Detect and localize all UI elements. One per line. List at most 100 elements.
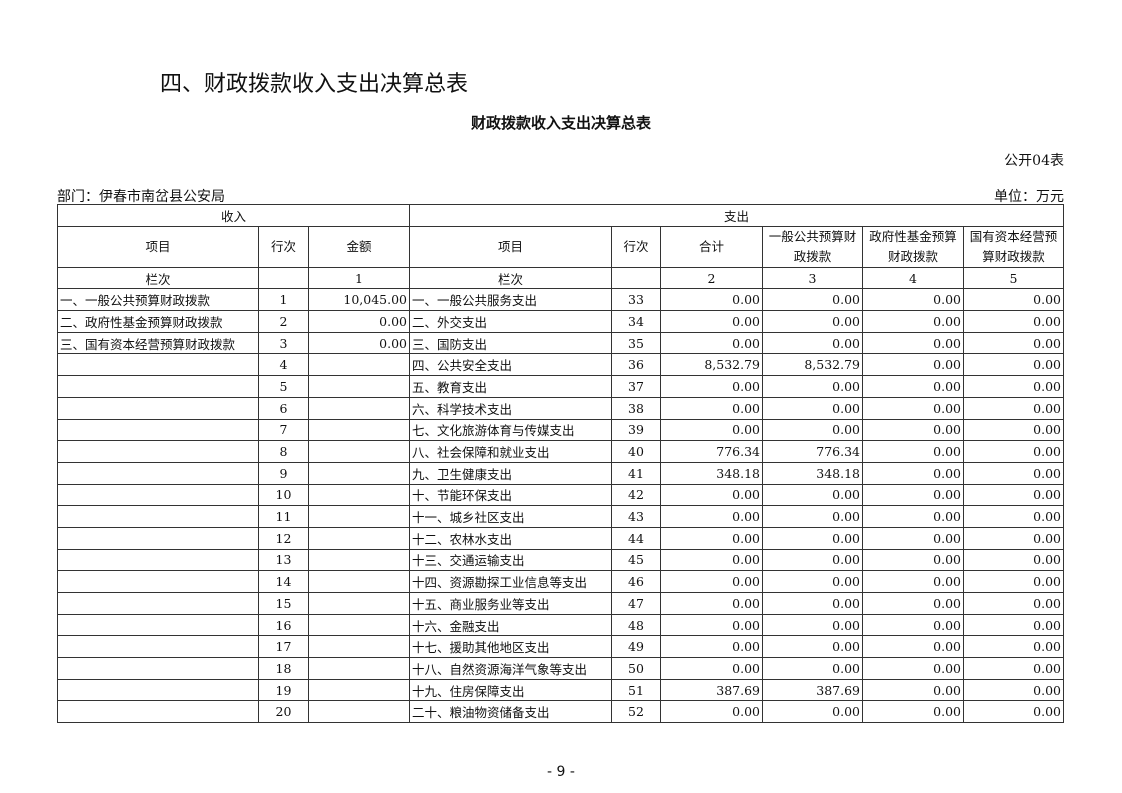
income-header: 收入 <box>57 204 410 227</box>
cell-state: 0.00 <box>963 375 1064 398</box>
cell-in-item <box>57 440 259 463</box>
cell-in-line: 11 <box>258 505 309 528</box>
cell-total: 0.00 <box>660 396 763 420</box>
cell-ex-line: 46 <box>611 570 661 593</box>
table-row: 9 九、卫生健康支出 41 348.18 348.18 0.00 0.00 <box>57 461 1064 485</box>
cell-ex-item: 十、节能环保支出 <box>409 483 612 507</box>
cell-ex-item: 十五、商业服务业等支出 <box>409 592 612 615</box>
cell-total: 0.00 <box>660 635 763 659</box>
cell-ex-line: 44 <box>611 526 661 550</box>
cell-ex-item: 二、外交支出 <box>409 310 612 333</box>
cell-in-item <box>57 396 259 420</box>
cell-ex-line: 43 <box>611 505 661 528</box>
cell-ex-item: 十九、住房保障支出 <box>409 678 612 702</box>
cell-in-item: 二、政府性基金预算财政拨款 <box>57 310 259 333</box>
index-label: 栏次 <box>57 266 259 290</box>
cell-in-item <box>57 548 259 572</box>
unit: 单位：万元 <box>994 189 1064 205</box>
cell-total: 0.00 <box>660 548 763 572</box>
cell-total: 0.00 <box>660 418 763 442</box>
cell-total: 0.00 <box>660 526 763 550</box>
cell-state: 0.00 <box>963 483 1064 507</box>
cell-fund: 0.00 <box>862 418 964 442</box>
cell-ex-line: 36 <box>611 353 661 377</box>
cell-general: 0.00 <box>762 418 863 442</box>
cell-state: 0.00 <box>963 570 1064 593</box>
cell-in-line: 18 <box>258 657 309 680</box>
cell-in-amt <box>308 418 410 442</box>
department: 部门：伊春市南岔县公安局 <box>57 189 225 205</box>
cell-total: 0.00 <box>660 331 763 355</box>
cell-state: 0.00 <box>963 657 1064 680</box>
index-amount: 1 <box>308 266 410 290</box>
cell-in-item <box>57 657 259 680</box>
cell-in-amt <box>308 353 410 377</box>
section-heading: 四、财政拨款收入支出决算总表 <box>160 72 469 97</box>
cell-fund: 0.00 <box>862 635 964 659</box>
cell-state: 0.00 <box>963 418 1064 442</box>
cell-in-line: 20 <box>258 700 309 724</box>
cell-total: 0.00 <box>660 700 763 724</box>
cell-in-amt: 0.00 <box>308 310 410 333</box>
cell-general: 0.00 <box>762 570 863 593</box>
cell-in-item <box>57 418 259 442</box>
col-item: 项目 <box>57 225 259 268</box>
cell-fund: 0.00 <box>862 678 964 702</box>
cell-general: 0.00 <box>762 592 863 615</box>
cell-in-amt <box>308 526 410 550</box>
cell-in-item <box>57 613 259 637</box>
cell-ex-line: 50 <box>611 657 661 680</box>
cell-fund: 0.00 <box>862 505 964 528</box>
cell-in-amt <box>308 461 410 485</box>
index-fund: 4 <box>862 266 964 290</box>
cell-fund: 0.00 <box>862 526 964 550</box>
cell-general: 8,532.79 <box>762 353 863 377</box>
cell-general: 387.69 <box>762 678 863 702</box>
index-state: 5 <box>963 266 1064 290</box>
cell-state: 0.00 <box>963 288 1064 312</box>
cell-total: 0.00 <box>660 375 763 398</box>
cell-total: 348.18 <box>660 461 763 485</box>
table-row: 7 七、文化旅游体育与传媒支出 39 0.00 0.00 0.00 0.00 <box>57 418 1064 442</box>
cell-ex-line: 45 <box>611 548 661 572</box>
cell-fund: 0.00 <box>862 548 964 572</box>
cell-ex-line: 42 <box>611 483 661 507</box>
cell-state: 0.00 <box>963 635 1064 659</box>
cell-fund: 0.00 <box>862 657 964 680</box>
cell-in-item <box>57 526 259 550</box>
index-general: 3 <box>762 266 863 290</box>
cell-in-item: 三、国有资本经营预算财政拨款 <box>57 331 259 355</box>
cell-in-line: 13 <box>258 548 309 572</box>
table-row: 11 十一、城乡社区支出 43 0.00 0.00 0.00 0.00 <box>57 505 1064 528</box>
cell-in-amt <box>308 396 410 420</box>
cell-in-amt <box>308 505 410 528</box>
cell-ex-item: 二十、粮油物资储备支出 <box>409 700 612 724</box>
table-row: 19 十九、住房保障支出 51 387.69 387.69 0.00 0.00 <box>57 678 1064 702</box>
cell-state: 0.00 <box>963 592 1064 615</box>
table-row: 18 十八、自然资源海洋气象等支出 50 0.00 0.00 0.00 0.00 <box>57 657 1064 680</box>
form-code: 公开04表 <box>1004 153 1064 169</box>
cell-in-line: 4 <box>258 353 309 377</box>
col-state: 国有资本经营预算财政拨款 <box>963 225 1064 268</box>
cell-in-amt <box>308 440 410 463</box>
cell-ex-item: 十二、农林水支出 <box>409 526 612 550</box>
cell-ex-item: 十七、援助其他地区支出 <box>409 635 612 659</box>
cell-ex-item: 六、科学技术支出 <box>409 396 612 420</box>
cell-in-item <box>57 353 259 377</box>
cell-total: 0.00 <box>660 483 763 507</box>
cell-general: 0.00 <box>762 375 863 398</box>
cell-in-item <box>57 461 259 485</box>
cell-fund: 0.00 <box>862 375 964 398</box>
table-row: 20 二十、粮油物资储备支出 52 0.00 0.00 0.00 0.00 <box>57 700 1064 724</box>
cell-general: 0.00 <box>762 483 863 507</box>
cell-in-line: 16 <box>258 613 309 637</box>
table-row: 17 十七、援助其他地区支出 49 0.00 0.00 0.00 0.00 <box>57 635 1064 659</box>
table-row: 二、政府性基金预算财政拨款 2 0.00 二、外交支出 34 0.00 0.00 0.00 0.… <box>57 310 1064 333</box>
cell-ex-line: 34 <box>611 310 661 333</box>
cell-general: 0.00 <box>762 548 863 572</box>
cell-ex-item: 八、社会保障和就业支出 <box>409 440 612 463</box>
cell-ex-line: 51 <box>611 678 661 702</box>
cell-ex-item: 十四、资源勘探工业信息等支出 <box>409 570 612 593</box>
cell-state: 0.00 <box>963 505 1064 528</box>
cell-in-line: 7 <box>258 418 309 442</box>
